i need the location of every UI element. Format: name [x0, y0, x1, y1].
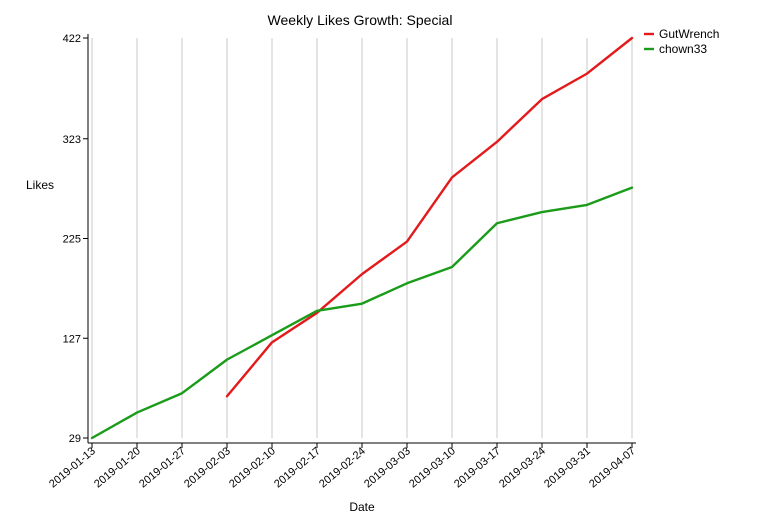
x-tick-label: 2019-03-17	[452, 445, 503, 490]
series-lines	[90, 36, 634, 440]
y-tick-label: 323	[63, 134, 81, 146]
y-tick-label: 29	[69, 433, 81, 445]
y-tick-label: 422	[63, 33, 81, 45]
y-tick-label: 225	[63, 234, 81, 246]
x-tick-label: 2019-01-27	[137, 445, 188, 490]
series-line-gutwrench	[225, 36, 634, 398]
legend-label: GutWrench	[659, 27, 719, 41]
x-tick-label: 2019-01-13	[47, 445, 98, 490]
y-axis-ticks: 29 127 225 323 422	[63, 33, 88, 445]
y-axis-label: Likes	[26, 178, 54, 192]
legend-label: chown33	[659, 42, 707, 56]
x-tick-label: 2019-03-24	[497, 445, 548, 490]
x-axis-label: Date	[349, 500, 375, 514]
x-tick-label: 2019-03-10	[407, 445, 458, 490]
x-tick-label: 2019-01-20	[92, 445, 143, 490]
y-tick-label: 127	[63, 333, 81, 345]
grid	[91, 38, 633, 438]
x-axis-ticks: 2019-01-132019-01-202019-01-272019-02-03…	[47, 443, 638, 490]
x-tick-label: 2019-03-31	[542, 445, 593, 490]
x-tick-label: 2019-04-07	[587, 445, 638, 490]
x-tick-label: 2019-03-03	[362, 445, 413, 490]
x-tick-label: 2019-02-10	[227, 445, 278, 490]
series-line-chown33	[90, 186, 634, 440]
chart-title: Weekly Likes Growth: Special	[268, 12, 453, 28]
x-tick-label: 2019-02-24	[317, 445, 368, 490]
x-tick-label: 2019-02-03	[182, 445, 233, 490]
x-tick-label: 2019-02-17	[272, 445, 323, 490]
